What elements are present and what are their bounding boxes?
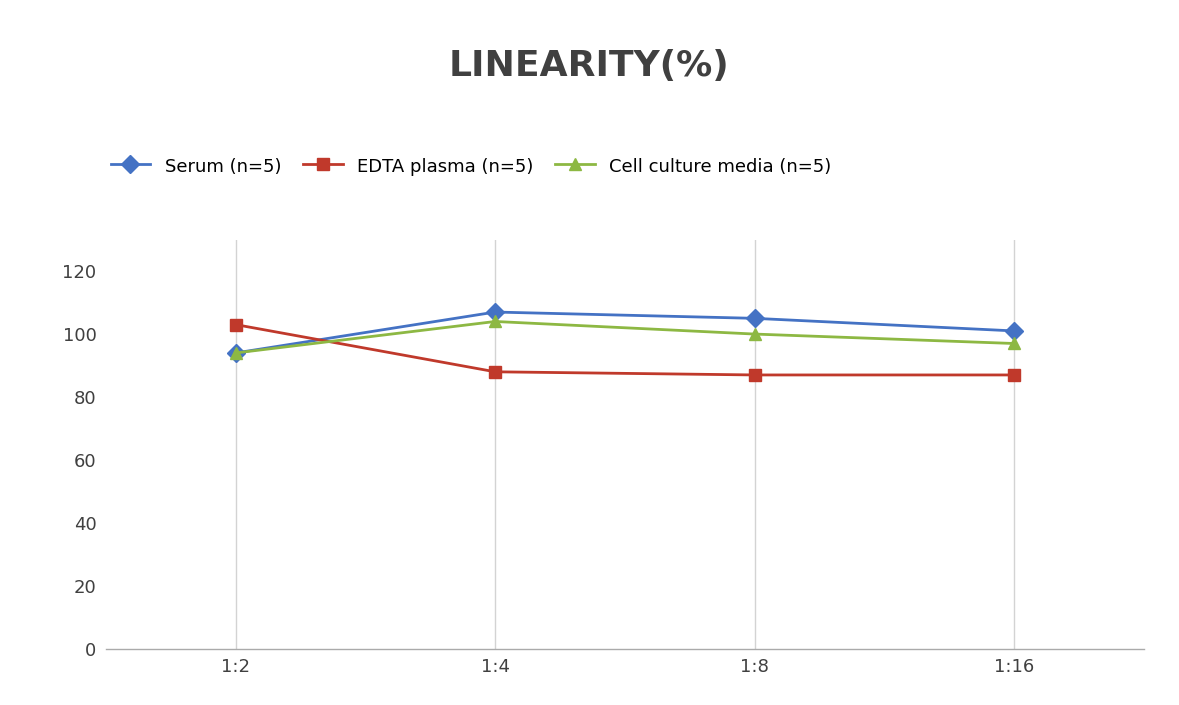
EDTA plasma (n=5): [747, 371, 762, 379]
Serum (n=5): [747, 314, 762, 323]
Line: EDTA plasma (n=5): EDTA plasma (n=5): [230, 319, 1020, 381]
Cell culture media (n=5): [747, 330, 762, 338]
Line: Serum (n=5): Serum (n=5): [230, 306, 1020, 359]
Legend: Serum (n=5), EDTA plasma (n=5), Cell culture media (n=5): Serum (n=5), EDTA plasma (n=5), Cell cul…: [104, 150, 838, 183]
EDTA plasma (n=5): [229, 320, 243, 329]
Cell culture media (n=5): [488, 317, 502, 326]
Cell culture media (n=5): [229, 349, 243, 357]
Cell culture media (n=5): [1007, 339, 1021, 348]
Line: Cell culture media (n=5): Cell culture media (n=5): [230, 315, 1020, 359]
Serum (n=5): [229, 349, 243, 357]
Serum (n=5): [1007, 326, 1021, 335]
Text: LINEARITY(%): LINEARITY(%): [449, 49, 730, 83]
Serum (n=5): [488, 308, 502, 317]
EDTA plasma (n=5): [488, 367, 502, 376]
EDTA plasma (n=5): [1007, 371, 1021, 379]
